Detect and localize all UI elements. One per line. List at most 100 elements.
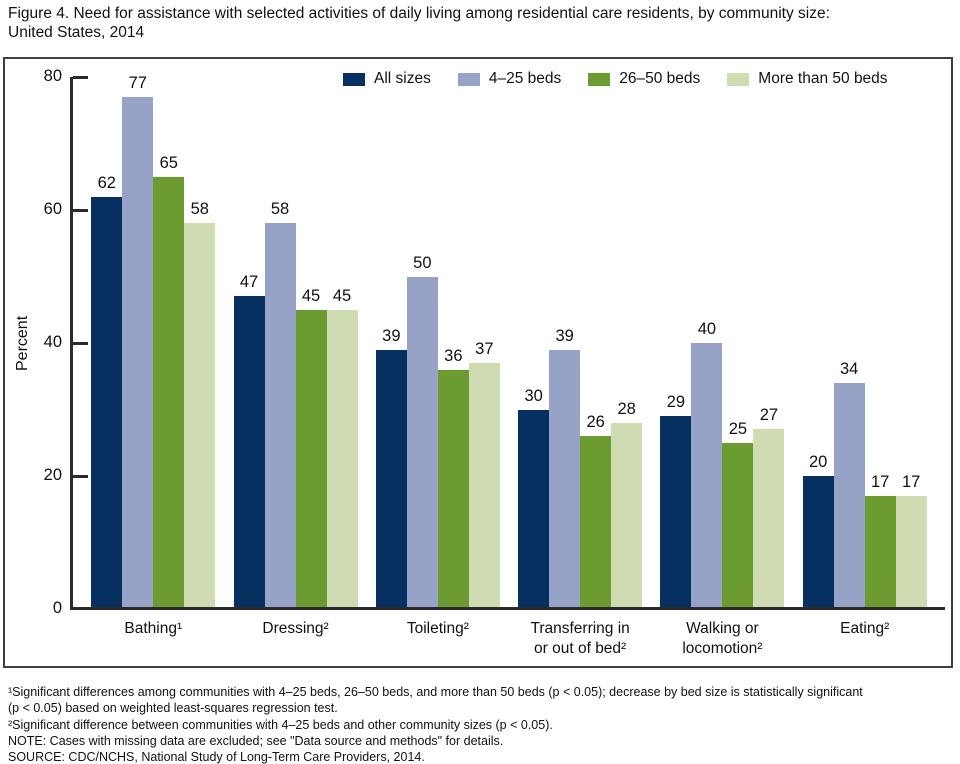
bar-more-than-50-beds xyxy=(326,309,358,609)
bar-value-label: 58 xyxy=(190,200,209,219)
y-tick-label: 40 xyxy=(43,333,62,351)
bar-slot: 45 xyxy=(326,77,358,609)
category-label: Walking or locomotion² xyxy=(637,619,807,659)
legend-label: 4–25 beds xyxy=(488,70,562,87)
bar-value-label: 27 xyxy=(759,406,779,425)
bar-4–25-beds xyxy=(406,276,438,609)
bar-group: 62 77 65 58 Bathing¹ xyxy=(91,74,216,637)
bar-value-label: 26 xyxy=(586,413,605,432)
bar-slot: 58 xyxy=(264,77,296,609)
category-label-line: Eating² xyxy=(840,620,890,637)
category-label: Dressing² xyxy=(211,619,381,639)
bar-slot: 25 xyxy=(722,77,754,609)
legend-swatch-icon xyxy=(588,72,611,86)
bar-slot: 27 xyxy=(753,77,785,609)
x-axis-line xyxy=(70,607,945,610)
bar-value-label: 45 xyxy=(332,286,352,305)
bar-value-label: 39 xyxy=(555,326,574,345)
bar-slot: 17 xyxy=(864,77,896,609)
legend-swatch-icon xyxy=(727,72,750,86)
footnote-1b: (p < 0.05) based on weighted least-squar… xyxy=(8,701,338,716)
bar-4–25-beds xyxy=(691,343,723,609)
category-label: Toileting² xyxy=(353,619,523,639)
bar-slot: 58 xyxy=(184,77,216,609)
bar-slot: 34 xyxy=(833,77,865,609)
footnote-1a: ¹Significant differences among communiti… xyxy=(8,685,863,699)
footnote-2: ²Significant difference between communit… xyxy=(8,717,553,732)
bar-slot: 77 xyxy=(122,74,154,609)
bar-26–50-beds xyxy=(437,369,469,609)
figure-title-line-2: United States, 2014 xyxy=(8,23,145,41)
plot-groups: 62 77 65 58 Bathing¹ 47 58 45 45 Dressing² 39 50 36 3… xyxy=(73,74,945,657)
y-tick-label: 60 xyxy=(43,200,62,218)
y-tick-label: 0 xyxy=(52,599,62,617)
bar-slot: 37 xyxy=(468,77,500,609)
legend-label: All sizes xyxy=(374,70,431,87)
bar-value-label: 17 xyxy=(902,472,921,491)
bar-4–25-beds xyxy=(833,382,865,609)
bar-slot: 39 xyxy=(375,77,407,609)
category-label-line: Walking or xyxy=(686,620,759,637)
bar-group: 30 39 26 28 Transferring in or out of bed² xyxy=(518,77,643,657)
bar-slot: 45 xyxy=(295,77,327,609)
category-label-line: Dressing² xyxy=(262,620,329,637)
bar-all-sizes xyxy=(660,416,692,609)
bar-value-label: 17 xyxy=(871,472,890,491)
bar-slot: 20 xyxy=(802,77,834,609)
bar-group: 47 58 45 45 Dressing² xyxy=(233,77,358,637)
bar-slot: 17 xyxy=(895,77,927,609)
bar-value-label: 37 xyxy=(475,339,494,358)
category-label: Transferring in or out of bed² xyxy=(495,619,665,659)
bar-value-label: 20 xyxy=(809,453,828,471)
category-label-line: Toileting² xyxy=(406,620,469,637)
legend-item-0: All sizes xyxy=(343,70,431,88)
bar-group: 29 40 25 27 Walking or locomotion² xyxy=(660,77,785,657)
bar-value-label: 45 xyxy=(301,286,321,305)
bar-slot: 50 xyxy=(406,77,438,609)
bar-slot: 47 xyxy=(233,77,265,609)
bar-slot: 62 xyxy=(91,77,123,609)
footnotes: ¹Significant differences among communiti… xyxy=(8,684,956,764)
bar-value-label: 58 xyxy=(270,200,290,219)
bar-value-label: 65 xyxy=(159,153,178,172)
bar-slot: 30 xyxy=(518,77,550,609)
legend-swatch-icon xyxy=(457,72,480,86)
category-label-line: or out of bed² xyxy=(534,639,627,657)
bar-value-label: 62 xyxy=(97,173,116,192)
y-tick-label: 20 xyxy=(43,466,62,484)
bar-all-sizes xyxy=(233,296,265,609)
bar-slot: 40 xyxy=(691,77,723,609)
bar-slot: 28 xyxy=(611,77,643,609)
bar-all-sizes xyxy=(91,196,123,609)
bar-26–50-beds xyxy=(580,436,612,609)
category-label-line: Transferring in xyxy=(530,620,630,637)
bar-value-label: 47 xyxy=(239,273,259,292)
bar-slot: 39 xyxy=(549,77,581,609)
bar-group: 39 50 36 37 Toileting² xyxy=(375,77,500,637)
category-label-line: locomotion² xyxy=(682,639,763,657)
bar-26–50-beds xyxy=(722,442,754,609)
bar-group: 20 34 17 17 Eating² xyxy=(802,77,927,637)
bar-slot: 29 xyxy=(660,77,692,609)
chart-frame: All sizes 4–25 beds 26–50 beds More than 50… xyxy=(3,57,953,668)
bar-value-label: 77 xyxy=(128,73,147,92)
y-tick xyxy=(73,474,88,478)
bar-all-sizes xyxy=(518,409,550,609)
bar-slot: 36 xyxy=(437,77,469,609)
legend-label: More than 50 beds xyxy=(758,70,888,87)
y-tick xyxy=(73,208,88,212)
y-tick xyxy=(73,341,88,345)
figure-title-line-1: Figure 4. Need for assistance with selec… xyxy=(8,5,830,22)
bar-value-label: 34 xyxy=(840,359,859,378)
source-line: SOURCE: CDC/NCHS, National Study of Long… xyxy=(8,750,425,764)
category-label: Bathing¹ xyxy=(68,619,238,639)
bar-slot: 26 xyxy=(580,77,612,609)
plot-area: 62 77 65 58 Bathing¹ 47 58 45 45 Dressing² 39 50 36 3… xyxy=(44,67,945,657)
y-tick xyxy=(73,75,88,79)
legend-item-1: 4–25 beds xyxy=(457,70,562,88)
note-line: NOTE: Cases with missing data are exclud… xyxy=(8,733,504,748)
bar-value-label: 36 xyxy=(444,346,463,365)
bar-more-than-50-beds xyxy=(468,362,500,609)
bar-more-than-50-beds xyxy=(895,495,927,609)
bar-4–25-beds xyxy=(264,223,296,609)
